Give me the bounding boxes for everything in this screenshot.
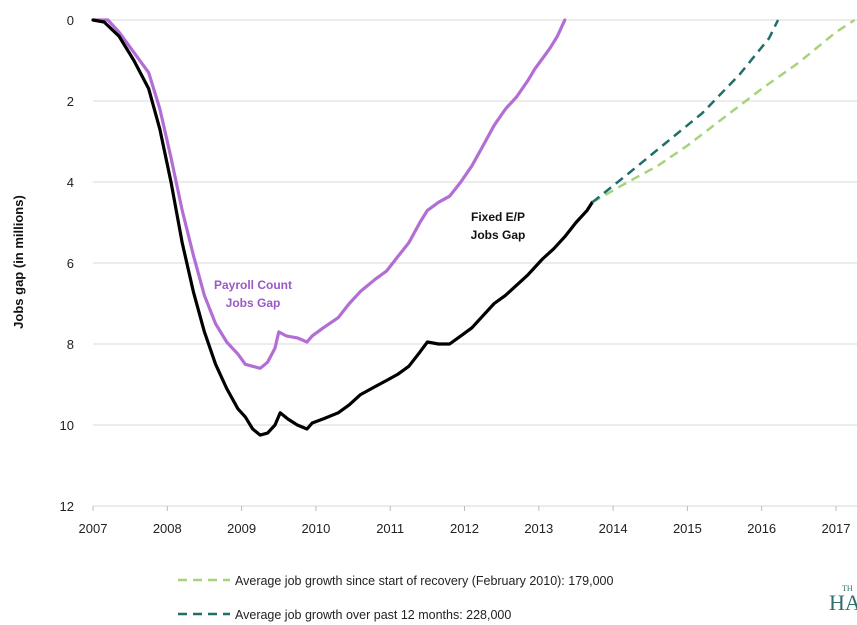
- y-tick-label-6: 6: [67, 256, 74, 271]
- y-tick-label-4: 4: [67, 175, 74, 190]
- payroll-series-label-line1: Payroll Count: [214, 278, 292, 292]
- x-tick-label-2012: 2012: [450, 521, 479, 536]
- logo-large-text: HA: [829, 590, 857, 615]
- fixed-ep-series-label-line1: Fixed E/P: [471, 210, 525, 224]
- legend: Average job growth since start of recove…: [178, 574, 613, 622]
- payroll-series-label-line2: Jobs Gap: [226, 296, 281, 310]
- x-tick-label-2017: 2017: [822, 521, 851, 536]
- logo-small-text: TH: [842, 584, 853, 593]
- y-tick-label-0: 0: [67, 13, 74, 28]
- series-payroll-count-jobs-gap: [91, 18, 567, 370]
- x-tick-label-2014: 2014: [599, 521, 628, 536]
- y-tick-label-10: 10: [60, 418, 74, 433]
- x-tick-label-2008: 2008: [153, 521, 182, 536]
- y-tick-label-12: 12: [60, 499, 74, 514]
- y-axis-label: Jobs gap (in millions): [11, 195, 26, 329]
- series-projection-past-12-months: [591, 19, 780, 204]
- x-tick-label-2009: 2009: [227, 521, 256, 536]
- legend-label-recovery: Average job growth since start of recove…: [235, 574, 613, 588]
- x-tick-label-2013: 2013: [524, 521, 553, 536]
- legend-label-past-12-months: Average job growth over past 12 months: …: [235, 608, 511, 622]
- x-tick-label-2015: 2015: [673, 521, 702, 536]
- x-axis-ticks: 2007 2008 2009 2010 2011 2012 2013 2014 2015 2016…: [79, 506, 851, 536]
- logo: TH HA: [829, 584, 857, 615]
- series-fixed-ep-jobs-gap: [91, 18, 594, 437]
- x-tick-label-2011: 2011: [376, 521, 404, 536]
- y-tick-label-8: 8: [67, 337, 74, 352]
- x-tick-label-2010: 2010: [301, 521, 330, 536]
- series-projection-since-recovery: [591, 18, 856, 204]
- x-tick-label-2007: 2007: [79, 521, 108, 536]
- gridlines: [93, 19, 857, 507]
- fixed-ep-series-label-line2: Jobs Gap: [471, 228, 526, 242]
- series-lines: [91, 18, 856, 437]
- y-tick-label-2: 2: [67, 94, 74, 109]
- y-axis-ticks: 0 2 4 6 8 10 12: [60, 13, 74, 514]
- x-tick-label-2016: 2016: [747, 521, 776, 536]
